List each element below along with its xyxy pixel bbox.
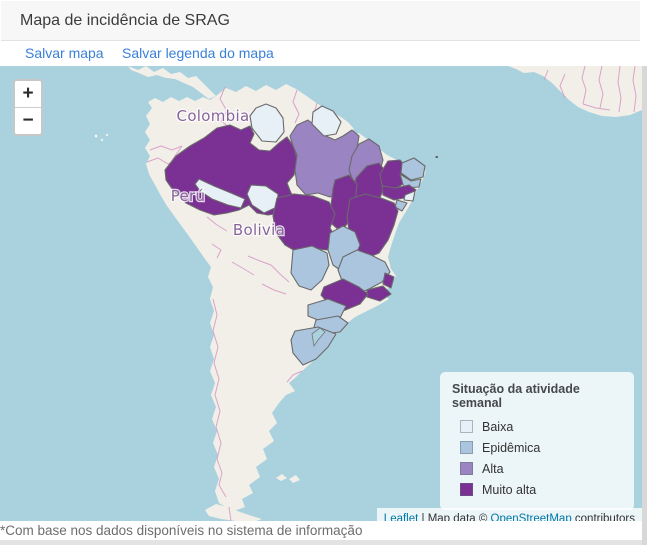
map-edge-strip xyxy=(642,66,647,545)
legend-item-muito-alta: Muito alta xyxy=(452,482,622,497)
state-paraiba[interactable] xyxy=(399,173,422,189)
page-title: Mapa de incidência de SRAG xyxy=(20,12,230,29)
state-amapa[interactable] xyxy=(311,105,342,137)
panel-header: Mapa de incidência de SRAG xyxy=(1,1,640,41)
zoom-control: + − xyxy=(13,79,43,136)
label-bolivia: Bolivia xyxy=(233,221,285,239)
state-sergipe[interactable] xyxy=(394,199,408,212)
legend-label: Epidêmica xyxy=(482,440,541,455)
africa-coast xyxy=(508,66,642,117)
falkland-east xyxy=(289,475,300,483)
lake-maracaibo xyxy=(209,73,217,85)
zoom-in-button[interactable]: + xyxy=(15,81,41,107)
zoom-out-button[interactable]: − xyxy=(15,107,41,134)
falkland-west xyxy=(276,474,287,481)
map-canvas[interactable]: Colombia Perú Bolivia xyxy=(0,66,642,530)
galapagos-islands xyxy=(94,133,109,142)
state-rio-grande-do-sul[interactable] xyxy=(290,326,337,366)
lagoa-dos-patos xyxy=(311,327,326,348)
save-map-legend-link[interactable]: Salvar legenda do mapa xyxy=(122,45,274,61)
legend-swatch-baixa xyxy=(460,420,473,433)
brazil-states xyxy=(164,103,438,366)
state-roraima[interactable] xyxy=(249,103,285,143)
toolbar: Salvar mapa Salvar legenda do mapa xyxy=(0,41,642,66)
state-espirito-santo[interactable] xyxy=(382,272,395,289)
state-rio-grande-do-norte[interactable] xyxy=(400,157,426,181)
state-alagoas[interactable] xyxy=(403,190,416,202)
legend-item-alta: Alta xyxy=(452,461,622,476)
label-peru: Perú xyxy=(171,187,206,205)
state-rondonia[interactable] xyxy=(246,184,279,214)
legend-swatch-muito-alta xyxy=(460,483,473,496)
fernando-de-noronha-island xyxy=(435,156,438,158)
legend-label: Baixa xyxy=(482,419,514,434)
legend-item-epidemica: Epidêmica xyxy=(452,440,622,455)
map-legend: Situação da atividade semanal Baixa Epid… xyxy=(440,372,634,510)
bottom-divider xyxy=(0,540,642,545)
legend-swatch-alta xyxy=(460,462,473,475)
footer-note: *Com base nos dados disponíveis no siste… xyxy=(0,521,642,540)
legend-label: Alta xyxy=(482,461,504,476)
state-mato-grosso-do-sul[interactable] xyxy=(290,245,330,291)
map-container[interactable]: Colombia Perú Bolivia + − Situação da at… xyxy=(0,66,647,530)
legend-label: Muito alta xyxy=(482,482,537,497)
central-america xyxy=(128,66,216,99)
legend-item-baixa: Baixa xyxy=(452,419,622,434)
save-map-link[interactable]: Salvar mapa xyxy=(25,45,104,61)
legend-swatch-epidemica xyxy=(460,441,473,454)
map-country-labels: Colombia Perú Bolivia xyxy=(169,106,286,241)
legend-title: Situação da atividade semanal xyxy=(452,382,580,410)
label-colombia: Colombia xyxy=(177,107,250,125)
state-acre[interactable] xyxy=(194,178,246,209)
tierra-del-fuego xyxy=(205,504,262,523)
